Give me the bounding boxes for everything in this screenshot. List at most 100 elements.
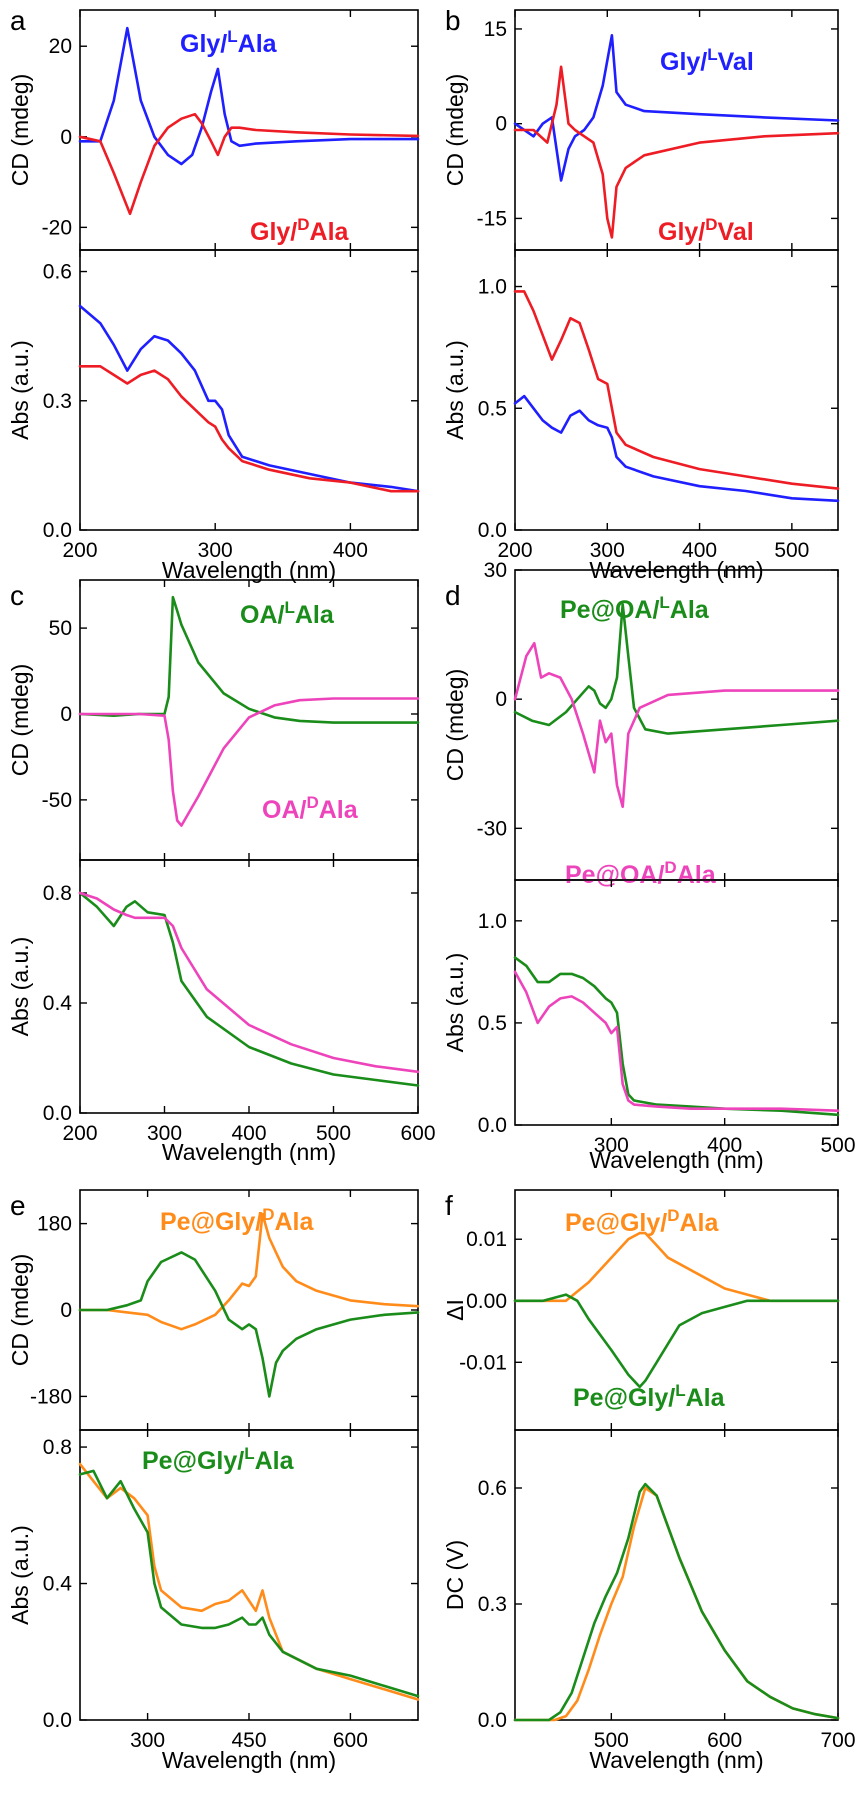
series-annotation: Pe@Gly/LAla <box>573 1381 726 1412</box>
panel-b: b -15 0 15 CD (mdeg) Gly/LVal Gly/DVal 0.0 0.5 1.… <box>442 5 840 583</box>
x-tick-label: 300 <box>590 539 625 562</box>
y-tick-label: 0.5 <box>478 1012 507 1035</box>
y-tick-label: 0.6 <box>478 1477 507 1500</box>
y-axis-label: Abs (a.u.) <box>442 953 468 1053</box>
y-axis-label: Abs (a.u.) <box>7 1525 33 1625</box>
y-tick-label: 0.4 <box>43 992 73 1015</box>
cd-subplot: -20 0 20 CD (mdeg) Gly/LAla Gly/DAla <box>7 9 420 251</box>
series-line-oa-dala <box>78 891 420 1074</box>
y-tick-label: -0.01 <box>459 1351 507 1374</box>
cd-subplot: -30 0 30 CD (mdeg) Pe@OA/LAla Pe@OA/DAla <box>442 559 840 889</box>
y-axis-label: CD (mdeg) <box>7 74 33 186</box>
series-line-pe-oa-dala <box>513 970 840 1112</box>
y-tick-label: 0.0 <box>43 1102 72 1125</box>
y-tick-label: 0.0 <box>478 1709 507 1732</box>
y-tick-label: -180 <box>30 1385 72 1408</box>
plot-frame <box>79 1429 419 1721</box>
series-annotation: Pe@OA/DAla <box>565 858 717 889</box>
y-tick-label: 0.8 <box>43 1436 72 1459</box>
panel-label: d <box>445 580 461 611</box>
series-line-gly-dala <box>78 364 420 493</box>
x-tick-label: 500 <box>820 1134 855 1157</box>
y-tick-label: 0 <box>60 1299 72 1322</box>
series-line-pe-gly-lala <box>78 1251 420 1398</box>
y-tick-label: -20 <box>42 216 72 239</box>
x-tick-label: 400 <box>682 539 717 562</box>
series-annotation: Pe@Gly/LAla <box>142 1444 295 1475</box>
plot-frame <box>514 249 839 531</box>
series-annotation: Pe@Gly/DAla <box>160 1205 314 1236</box>
y-tick-label: -15 <box>477 207 507 230</box>
x-tick-label: 500 <box>316 1122 351 1145</box>
x-tick-label: 400 <box>707 1134 742 1157</box>
y-tick-label: 0 <box>60 126 72 149</box>
x-tick-label: 700 <box>820 1729 855 1752</box>
y-tick-label: 30 <box>484 559 507 582</box>
series-annotation: Gly/LAla <box>180 27 278 58</box>
y-tick-label: 0 <box>495 113 507 136</box>
series-annotation: Gly/LVal <box>660 45 754 76</box>
series-line-gly-dala <box>78 112 420 216</box>
x-tick-label: 300 <box>594 1134 629 1157</box>
abs-subplot: 0.0 0.3 0.6 Abs (a.u.) <box>7 249 420 542</box>
panel-label: f <box>445 1190 453 1221</box>
panel-label: e <box>10 1190 26 1221</box>
y-axis-label: CD (mdeg) <box>442 669 468 781</box>
x-tick-label: 200 <box>62 539 97 562</box>
y-tick-label: 0.4 <box>43 1573 73 1596</box>
x-tick-label: 300 <box>147 1122 182 1145</box>
cd-subplot: -0.01 0.00 0.01 ΔI Pe@Gly/DAla Pe@Gly/LAla <box>442 1189 840 1431</box>
x-axis-label: Wavelength (nm) <box>589 1147 763 1173</box>
series-annotation: Gly/DVal <box>658 215 754 246</box>
y-axis-label: CD (mdeg) <box>442 74 468 186</box>
plot-frame <box>514 1429 839 1721</box>
series-annotation: Pe@OA/LAla <box>560 593 710 624</box>
series-annotation: OA/DAla <box>262 793 359 824</box>
y-axis-label: Abs (a.u.) <box>7 340 33 440</box>
x-axis-label: Wavelength (nm) <box>162 1139 336 1165</box>
y-axis-label: Abs (a.u.) <box>7 937 33 1037</box>
x-tick-label: 400 <box>333 539 368 562</box>
y-tick-label: 0.0 <box>43 519 72 542</box>
panel-label: c <box>10 580 24 611</box>
plot-frame <box>514 9 839 251</box>
series-line-gly-lala <box>78 26 420 166</box>
x-tick-label: 600 <box>707 1729 742 1752</box>
series-line-oa-lala <box>78 891 420 1087</box>
series-annotation: OA/LAla <box>240 598 335 629</box>
x-tick-label: 200 <box>62 1122 97 1145</box>
y-tick-label: 0.00 <box>466 1290 507 1313</box>
y-tick-label: 50 <box>49 617 72 640</box>
y-axis-label: DC (V) <box>442 1540 468 1610</box>
y-tick-label: 0.6 <box>43 261 72 284</box>
cd-subplot: -15 0 15 CD (mdeg) Gly/LVal Gly/DVal <box>442 9 840 251</box>
abs-subplot: 0.0 0.4 0.8 Abs (a.u.) <box>7 859 420 1125</box>
panel-label: b <box>445 5 461 36</box>
plot-frame <box>79 859 419 1114</box>
abs-subplot: 0.0 0.3 0.6 DC (V) <box>442 1429 840 1732</box>
y-tick-label: 0.3 <box>478 1593 507 1616</box>
cd-subplot: -50 0 50 CD (mdeg) OA/LAla OA/DAla <box>7 579 420 861</box>
y-axis-label: CD (mdeg) <box>7 1254 33 1366</box>
series-line-gly-lval <box>513 33 840 182</box>
series-annotation: Pe@Gly/DAla <box>565 1206 719 1237</box>
x-axis-label: Wavelength (nm) <box>162 1747 336 1773</box>
x-tick-label: 600 <box>333 1729 368 1752</box>
abs-subplot: 0.0 0.5 1.0 Abs (a.u.) <box>442 879 840 1137</box>
y-tick-label: 15 <box>484 18 507 41</box>
series-annotation: Gly/DAla <box>250 215 350 246</box>
y-tick-label: 0.5 <box>478 397 507 420</box>
y-tick-label: 180 <box>37 1213 72 1236</box>
series-line-gly-dval <box>513 65 840 239</box>
x-tick-label: 450 <box>231 1729 266 1752</box>
panel-c: c -50 0 50 CD (mdeg) OA/LAla OA/DAla 0.0 0.4 0.8 A… <box>7 579 436 1165</box>
plot-frame <box>79 249 419 531</box>
series-line-gly-lala <box>78 304 420 493</box>
x-tick-label: 400 <box>231 1122 266 1145</box>
series-line-pe-gly-lala <box>513 1293 840 1389</box>
y-tick-label: 20 <box>49 35 72 58</box>
